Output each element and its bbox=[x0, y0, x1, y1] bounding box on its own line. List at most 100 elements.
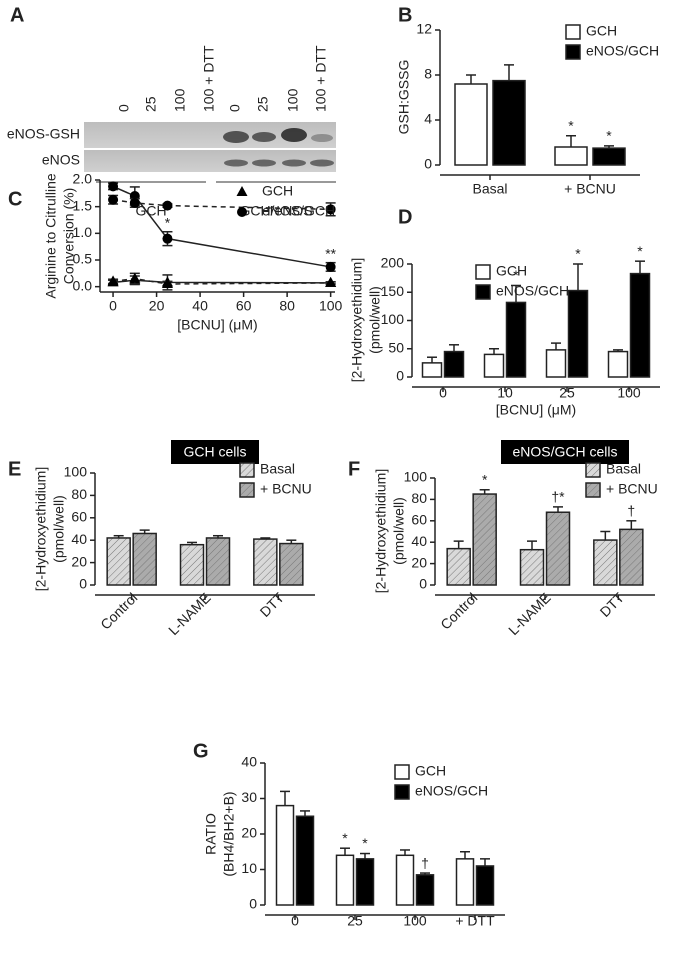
y-tick-label: 20 bbox=[241, 825, 257, 841]
y-axis-label: [2-Hydroxyethidium] bbox=[33, 467, 49, 592]
point bbox=[162, 233, 173, 244]
x-tick-label: 40 bbox=[192, 298, 208, 314]
x-tick-label: 25 bbox=[347, 913, 363, 929]
y-tick-label: 0 bbox=[79, 576, 87, 592]
bar bbox=[275, 804, 295, 906]
point bbox=[129, 272, 141, 283]
y-tick-label: 100 bbox=[404, 469, 428, 485]
x-axis-label: [BCNU] (μM) bbox=[177, 317, 257, 333]
y-tick-label: 12 bbox=[416, 21, 432, 37]
significance-mark: * bbox=[568, 117, 574, 133]
y-tick-label: 2.0 bbox=[73, 171, 93, 187]
line bbox=[112, 198, 331, 211]
legend-label: GCH bbox=[586, 23, 617, 39]
bar bbox=[335, 854, 355, 906]
point bbox=[325, 204, 336, 215]
bar bbox=[619, 528, 644, 586]
bar bbox=[567, 289, 589, 378]
y-tick-label: 0.0 bbox=[73, 277, 93, 293]
bar bbox=[545, 349, 567, 378]
lane-label: 0 bbox=[227, 104, 243, 112]
western-blot bbox=[84, 122, 336, 183]
y-tick-label: 8 bbox=[424, 66, 432, 82]
bar bbox=[279, 542, 304, 586]
point bbox=[325, 276, 337, 287]
y-tick-label: 40 bbox=[241, 754, 257, 770]
band bbox=[224, 159, 248, 167]
point bbox=[161, 278, 173, 288]
bar bbox=[132, 532, 157, 586]
point bbox=[108, 181, 119, 192]
y-tick-label: 20 bbox=[71, 553, 87, 569]
legend-swatch bbox=[565, 24, 581, 40]
bar bbox=[421, 362, 443, 378]
y-tick-label: 60 bbox=[71, 509, 87, 525]
legend-label: GCH bbox=[496, 263, 527, 279]
point bbox=[129, 197, 140, 208]
x-tick-label: 10 bbox=[497, 385, 513, 401]
x-tick-label: 0 bbox=[109, 298, 117, 314]
y-tick-label: 100 bbox=[381, 311, 405, 327]
bar bbox=[483, 353, 505, 378]
band bbox=[252, 132, 276, 142]
chart-title: GCH cells bbox=[183, 444, 246, 460]
band bbox=[310, 159, 334, 167]
title-box bbox=[171, 440, 259, 464]
band bbox=[281, 128, 307, 142]
lane-label: 100 + DTT bbox=[313, 45, 329, 112]
significance-mark: †* bbox=[551, 489, 565, 505]
x-tick-label: Basal bbox=[472, 181, 507, 197]
bar bbox=[446, 547, 471, 586]
y-tick-label: 150 bbox=[381, 283, 405, 299]
lane-label: 0 bbox=[116, 104, 132, 112]
panel-letter: A bbox=[10, 4, 24, 26]
lane-label: 100 bbox=[172, 88, 188, 112]
y-tick-label: 10 bbox=[241, 860, 257, 876]
y-axis-label: RATIO bbox=[203, 813, 219, 855]
y-tick-label: 1.5 bbox=[73, 197, 93, 213]
legend-swatch bbox=[394, 764, 410, 780]
row-label: eNOS bbox=[42, 152, 80, 168]
panel-letter: D bbox=[398, 206, 412, 228]
y-tick-label: 60 bbox=[411, 512, 427, 528]
bar bbox=[355, 858, 375, 906]
panel-letter: B bbox=[398, 4, 412, 26]
legend-label: eNOS/GCH bbox=[262, 203, 335, 219]
point bbox=[325, 261, 336, 272]
x-tick-label: 0 bbox=[291, 913, 299, 929]
y-tick-label: 1.0 bbox=[73, 224, 93, 240]
y-tick-label: 0.5 bbox=[73, 251, 93, 267]
legend-swatch bbox=[475, 284, 491, 300]
panel-letter: F bbox=[348, 458, 360, 480]
band bbox=[282, 159, 306, 167]
y-tick-label: 30 bbox=[241, 789, 257, 805]
y-axis-label: (pmol/well) bbox=[391, 497, 407, 565]
x-tick-label: Control bbox=[97, 589, 140, 632]
bar bbox=[593, 539, 618, 586]
y-tick-label: 100 bbox=[64, 464, 88, 480]
significance-mark: * bbox=[342, 830, 348, 846]
bar bbox=[505, 301, 527, 378]
x-tick-label: + DTT bbox=[455, 913, 495, 929]
title-box bbox=[501, 440, 629, 464]
y-tick-label: 0 bbox=[424, 156, 432, 172]
bar bbox=[415, 874, 435, 906]
significance-mark: * bbox=[513, 267, 519, 283]
legend-marker bbox=[237, 207, 247, 217]
y-tick-label: 50 bbox=[388, 339, 404, 355]
x-tick-label: 100 bbox=[403, 913, 427, 929]
legend-swatch bbox=[565, 44, 581, 60]
y-tick-label: 4 bbox=[424, 111, 432, 127]
y-axis-label: Arginine to Citrulline bbox=[43, 173, 59, 298]
y-axis-label: (BH4/BH2+B) bbox=[221, 791, 237, 876]
bar bbox=[472, 493, 497, 586]
y-tick-label: 80 bbox=[71, 486, 87, 502]
bar bbox=[554, 146, 588, 166]
significance-mark: * bbox=[575, 246, 581, 262]
panel-letter: E bbox=[8, 458, 21, 480]
y-axis-label: (pmol/well) bbox=[367, 286, 383, 354]
legend-label: Basal bbox=[260, 461, 295, 477]
chart-title: eNOS/GCH cells bbox=[512, 444, 617, 460]
significance-mark: * bbox=[606, 128, 612, 144]
